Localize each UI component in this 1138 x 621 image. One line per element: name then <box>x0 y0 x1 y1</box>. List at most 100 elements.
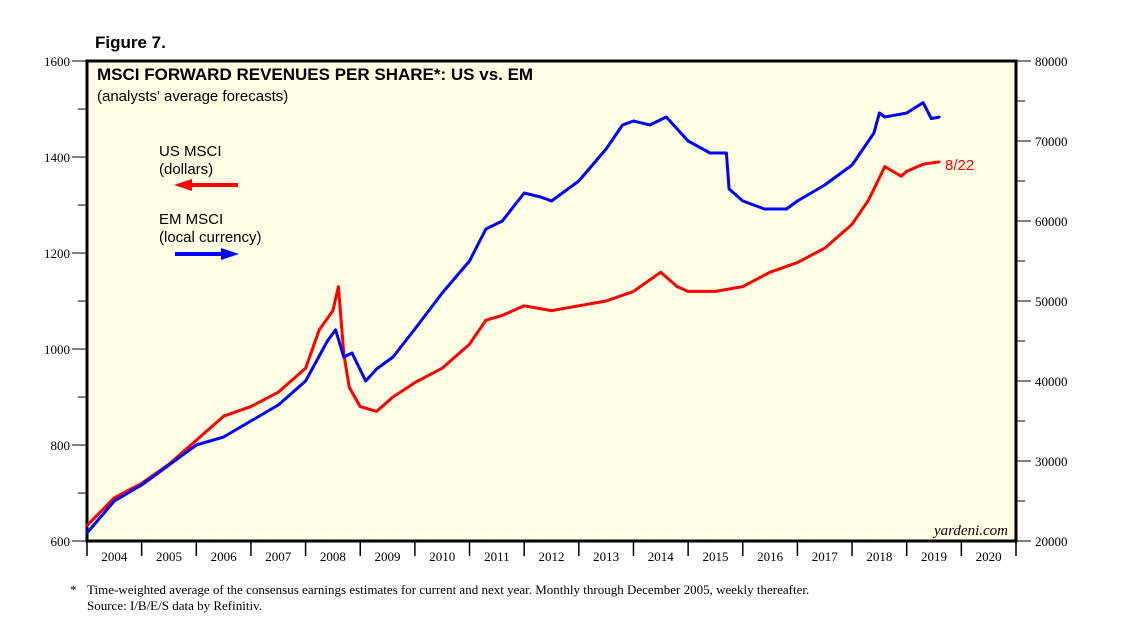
right-tick-label: 40000 <box>1035 374 1068 389</box>
footnote-line1: Time-weighted average of the consensus e… <box>87 582 809 597</box>
data-point-em <box>930 117 933 120</box>
data-point-us <box>249 405 253 408</box>
data-point-us <box>195 439 198 442</box>
data-point-em <box>85 531 89 535</box>
data-point-us <box>768 271 772 274</box>
data-point-em <box>113 499 116 503</box>
data-point-em <box>413 327 417 331</box>
data-point-em <box>350 351 354 355</box>
figure-label: Figure 7. <box>95 33 166 52</box>
data-point-us <box>823 247 826 250</box>
data-point-em <box>566 187 570 191</box>
data-point-em <box>375 367 378 371</box>
right-tick-label: 30000 <box>1035 454 1068 469</box>
left-tick-label: 1200 <box>44 246 70 261</box>
data-point-us <box>304 367 307 370</box>
legend-em-unit: (local currency) <box>159 229 262 246</box>
left-tick-label: 1400 <box>44 150 70 165</box>
x-tick-label: 2013 <box>593 549 619 564</box>
data-point-us <box>222 415 225 418</box>
data-point-us <box>318 328 321 331</box>
data-point-em <box>938 115 941 119</box>
x-tick-label: 2010 <box>429 549 455 564</box>
data-point-us <box>391 395 395 399</box>
data-point-em <box>167 463 171 467</box>
x-tick-label: 2004 <box>101 549 128 564</box>
data-point-em <box>342 355 346 359</box>
left-tick-label: 1000 <box>44 342 70 357</box>
data-point-em <box>304 379 307 383</box>
x-tick-label: 2020 <box>976 549 1002 564</box>
data-point-em <box>364 379 367 383</box>
source-watermark: yardeni.com <box>932 523 1008 539</box>
right-tick-label: 60000 <box>1035 214 1068 229</box>
data-point-us <box>900 175 903 178</box>
data-point-em <box>334 328 337 331</box>
right-tick-label: 80000 <box>1035 54 1068 69</box>
data-point-em <box>522 191 526 195</box>
data-point-us <box>501 314 504 317</box>
legend-em-name: EM MSCI <box>159 211 223 228</box>
data-point-em <box>550 199 553 203</box>
data-point-em <box>872 131 876 135</box>
data-point-em <box>441 291 444 295</box>
data-point-us <box>659 271 662 274</box>
x-tick-label: 2006 <box>211 549 238 564</box>
data-point-em <box>468 259 471 263</box>
data-point-em <box>577 179 581 183</box>
data-point-em <box>883 115 887 119</box>
data-point-us <box>113 496 116 499</box>
data-point-em <box>484 227 488 231</box>
right-tick-label: 20000 <box>1035 534 1068 549</box>
footnote-star: * <box>70 582 77 597</box>
left-tick-label: 800 <box>51 438 71 453</box>
chart-subtitle: (analysts' average forecasts) <box>97 88 288 105</box>
data-point-us <box>867 199 870 202</box>
data-point-us <box>468 343 471 346</box>
right-arrow-icon <box>175 248 239 260</box>
data-point-us <box>921 163 925 166</box>
data-point-us <box>686 290 690 293</box>
data-point-em <box>878 111 881 115</box>
x-tick-label: 2019 <box>921 549 947 564</box>
data-point-em <box>763 207 766 211</box>
x-tick-label: 2012 <box>539 549 565 564</box>
data-point-em <box>648 123 652 127</box>
data-point-us <box>85 524 89 527</box>
data-point-em <box>741 199 744 203</box>
series-line-em <box>85 101 940 534</box>
x-tick-label: 2008 <box>320 549 346 564</box>
data-point-em <box>391 355 395 359</box>
data-point-us <box>850 223 854 226</box>
x-tick-label: 2018 <box>866 549 892 564</box>
data-point-us <box>796 261 799 264</box>
data-point-em <box>326 339 329 343</box>
data-point-em <box>140 483 143 487</box>
data-point-em <box>501 219 504 223</box>
x-tick-label: 2011 <box>484 549 510 564</box>
x-tick-label: 2017 <box>812 549 839 564</box>
legend-us-name: US MSCI <box>159 143 222 160</box>
data-point-em <box>665 115 668 119</box>
data-point-us <box>675 285 679 288</box>
data-point-em <box>708 151 712 155</box>
left-tick-label: 600 <box>51 534 71 549</box>
data-point-us <box>714 290 717 293</box>
data-point-em <box>725 151 728 155</box>
data-point-us <box>331 309 335 312</box>
data-point-us <box>550 309 553 312</box>
data-point-em <box>195 443 198 447</box>
data-point-em <box>796 199 799 203</box>
data-point-us <box>441 367 444 370</box>
data-point-em <box>905 111 908 115</box>
data-point-us <box>277 391 280 394</box>
data-point-em <box>539 195 542 199</box>
data-point-us <box>577 304 581 307</box>
right-tick-label: 50000 <box>1035 294 1068 309</box>
x-tick-label: 2005 <box>156 549 182 564</box>
data-point-em <box>249 419 253 423</box>
data-point-em <box>850 163 854 167</box>
left-arrow-icon <box>174 179 238 191</box>
data-point-us <box>337 285 340 288</box>
